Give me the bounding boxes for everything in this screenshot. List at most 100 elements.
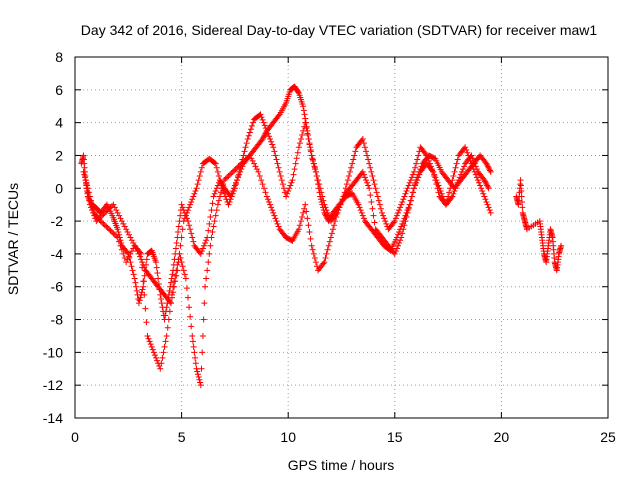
- data-point: [380, 212, 387, 219]
- data-point: [297, 136, 304, 143]
- data-point: [116, 212, 123, 219]
- data-point: [136, 297, 143, 304]
- data-point: [199, 332, 206, 339]
- data-point: [272, 215, 279, 222]
- data-point: [401, 222, 408, 229]
- data-point: [400, 196, 407, 203]
- data-point: [291, 166, 298, 173]
- data-point: [214, 201, 221, 208]
- data-point: [273, 218, 280, 225]
- data-point: [451, 188, 458, 195]
- data-point: [177, 242, 184, 249]
- data-point: [211, 159, 218, 166]
- data-point: [335, 207, 342, 214]
- data-point: [337, 201, 344, 208]
- data-point: [430, 168, 437, 175]
- data-point: [303, 208, 310, 215]
- data-point: [196, 376, 203, 383]
- data-point: [181, 271, 188, 278]
- data-point: [450, 172, 457, 179]
- data-point: [415, 174, 422, 181]
- data-point: [150, 349, 157, 356]
- data-point: [231, 167, 238, 174]
- data-point: [396, 239, 403, 246]
- data-point: [197, 250, 204, 257]
- data-point: [173, 239, 180, 246]
- data-point: [116, 238, 123, 245]
- data-point: [232, 166, 239, 173]
- data-point: [390, 219, 397, 226]
- data-point: [263, 193, 270, 200]
- data-point: [482, 196, 489, 203]
- data-point: [189, 338, 196, 345]
- data-point: [228, 193, 235, 200]
- data-point: [275, 223, 282, 230]
- data-point: [259, 116, 266, 123]
- data-point: [376, 201, 383, 208]
- data-point: [398, 234, 405, 241]
- data-point: [172, 245, 179, 252]
- data-point: [103, 223, 110, 230]
- data-point: [248, 155, 255, 162]
- data-point: [271, 212, 278, 219]
- data-point: [140, 278, 147, 285]
- y-tick-label: 4: [55, 115, 63, 131]
- data-point: [205, 227, 212, 234]
- data-point: [145, 335, 152, 342]
- data-point: [222, 193, 229, 200]
- data-point: [295, 89, 302, 96]
- x-tick-label: 5: [178, 429, 186, 445]
- data-point: [363, 177, 370, 184]
- data-point: [110, 201, 117, 208]
- data-point: [186, 222, 193, 229]
- data-point: [187, 201, 194, 208]
- data-point: [124, 249, 131, 256]
- y-tick-label: -8: [51, 312, 64, 328]
- data-point: [409, 189, 416, 196]
- data-point: [227, 196, 234, 203]
- data-point: [396, 207, 403, 214]
- data-point: [190, 238, 197, 245]
- data-point: [322, 255, 329, 262]
- data-point: [320, 197, 327, 204]
- data-point: [473, 174, 480, 181]
- data-point: [324, 209, 331, 216]
- data-point: [177, 212, 184, 219]
- data-point: [107, 227, 114, 234]
- data-point: [137, 253, 144, 260]
- data-point: [197, 168, 204, 175]
- data-point: [287, 182, 294, 189]
- data-point: [80, 168, 87, 175]
- data-point: [350, 156, 357, 163]
- data-point: [189, 332, 196, 339]
- data-point: [94, 216, 101, 223]
- data-point: [159, 354, 166, 361]
- data-point: [426, 160, 433, 167]
- data-point: [302, 201, 309, 208]
- data-point: [368, 198, 375, 205]
- data-point: [477, 182, 484, 189]
- data-point: [393, 245, 400, 252]
- data-point: [84, 185, 91, 192]
- data-point: [188, 198, 195, 205]
- data-point: [293, 155, 300, 162]
- data-point: [484, 201, 491, 208]
- data-point: [257, 111, 264, 118]
- data-point: [415, 152, 422, 159]
- data-point: [268, 138, 275, 145]
- data-point: [364, 152, 371, 159]
- data-point: [96, 215, 103, 222]
- data-point: [397, 237, 404, 244]
- data-point: [140, 283, 147, 290]
- data-point: [360, 171, 367, 178]
- data-point: [261, 131, 268, 138]
- data-point: [392, 215, 399, 222]
- data-point: [286, 185, 293, 192]
- data-point: [147, 341, 154, 348]
- data-point: [89, 207, 96, 214]
- data-point: [425, 157, 432, 164]
- data-point: [399, 198, 406, 205]
- data-point: [127, 234, 134, 241]
- data-point: [93, 218, 100, 225]
- data-point: [171, 283, 178, 290]
